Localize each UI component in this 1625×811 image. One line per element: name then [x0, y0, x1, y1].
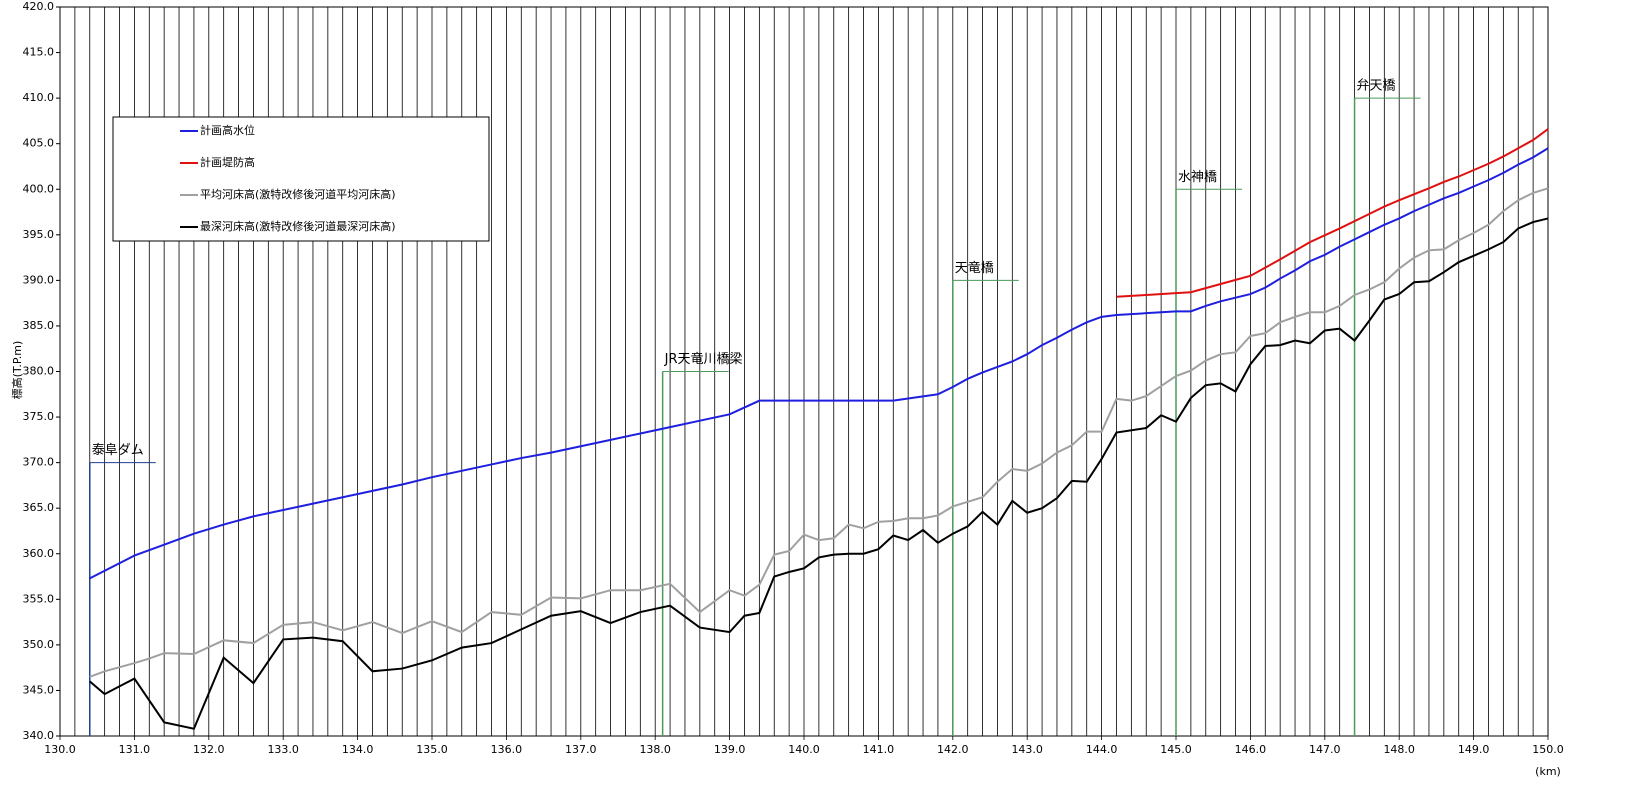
y-tick-label: 400.0	[23, 182, 55, 195]
x-tick-label: 150.0	[1532, 743, 1564, 756]
y-axis-label: 標高(T.P.m)	[10, 341, 24, 400]
annotation-label: 天竜橋	[955, 261, 994, 276]
x-tick-label: 144.0	[1086, 743, 1118, 756]
y-tick-label: 415.0	[23, 46, 55, 59]
annotation-label: 弁天橋	[1357, 79, 1396, 94]
y-tick-label: 355.0	[23, 592, 55, 605]
x-tick-label: 132.0	[193, 743, 225, 756]
y-tick-label: 350.0	[23, 638, 55, 651]
x-tick-label: 134.0	[342, 743, 374, 756]
y-tick-label: 385.0	[23, 319, 55, 332]
annotation-label: JR天竜川橋梁	[664, 352, 743, 367]
x-tick-label: 149.0	[1458, 743, 1490, 756]
x-tick-label: 143.0	[1011, 743, 1043, 756]
y-tick-label: 360.0	[23, 547, 55, 560]
x-tick-label: 145.0	[1160, 743, 1192, 756]
x-tick-label: 137.0	[565, 743, 597, 756]
y-tick-label: 370.0	[23, 456, 55, 469]
x-tick-label: 140.0	[788, 743, 820, 756]
y-tick-label: 375.0	[23, 410, 55, 423]
legend-box	[112, 116, 490, 242]
y-tick-label: 420.0	[23, 0, 55, 13]
x-tick-label: 136.0	[491, 743, 523, 756]
x-tick-label: 146.0	[1235, 743, 1267, 756]
x-axis-label: (km)	[1535, 765, 1561, 778]
legend-label: 最深河床高(激特改修後河道最深河床高)	[200, 219, 396, 233]
annotation-label: 水神橋	[1178, 170, 1217, 185]
x-tick-label: 142.0	[937, 743, 969, 756]
y-tick-label: 345.0	[23, 683, 55, 696]
series-line	[89, 147, 1549, 580]
legend-label: 計画高水位	[200, 123, 255, 137]
x-tick-label: 139.0	[714, 743, 746, 756]
x-tick-label: 138.0	[639, 743, 671, 756]
y-tick-label: 365.0	[23, 501, 55, 514]
legend-label: 計画堤防高	[200, 155, 255, 169]
plot-frame	[59, 6, 1549, 737]
series-line	[1116, 128, 1549, 298]
x-tick-label: 130.0	[44, 743, 76, 756]
y-tick-label: 340.0	[23, 729, 55, 742]
y-tick-label: 410.0	[23, 91, 55, 104]
x-tick-label: 135.0	[416, 743, 448, 756]
x-tick-label: 147.0	[1309, 743, 1341, 756]
x-tick-label: 131.0	[119, 743, 151, 756]
y-tick-label: 405.0	[23, 137, 55, 150]
x-tick-label: 133.0	[267, 743, 299, 756]
annotation-label: 泰阜ダム	[92, 442, 144, 458]
series-line	[89, 187, 1549, 678]
series-line	[89, 217, 1549, 730]
y-tick-label: 390.0	[23, 273, 55, 286]
legend-label: 平均河床高(激特改修後河道平均河床高)	[200, 187, 396, 201]
y-tick-label: 380.0	[23, 365, 55, 378]
y-tick-label: 395.0	[23, 228, 55, 241]
x-tick-label: 148.0	[1383, 743, 1415, 756]
x-tick-label: 141.0	[863, 743, 895, 756]
